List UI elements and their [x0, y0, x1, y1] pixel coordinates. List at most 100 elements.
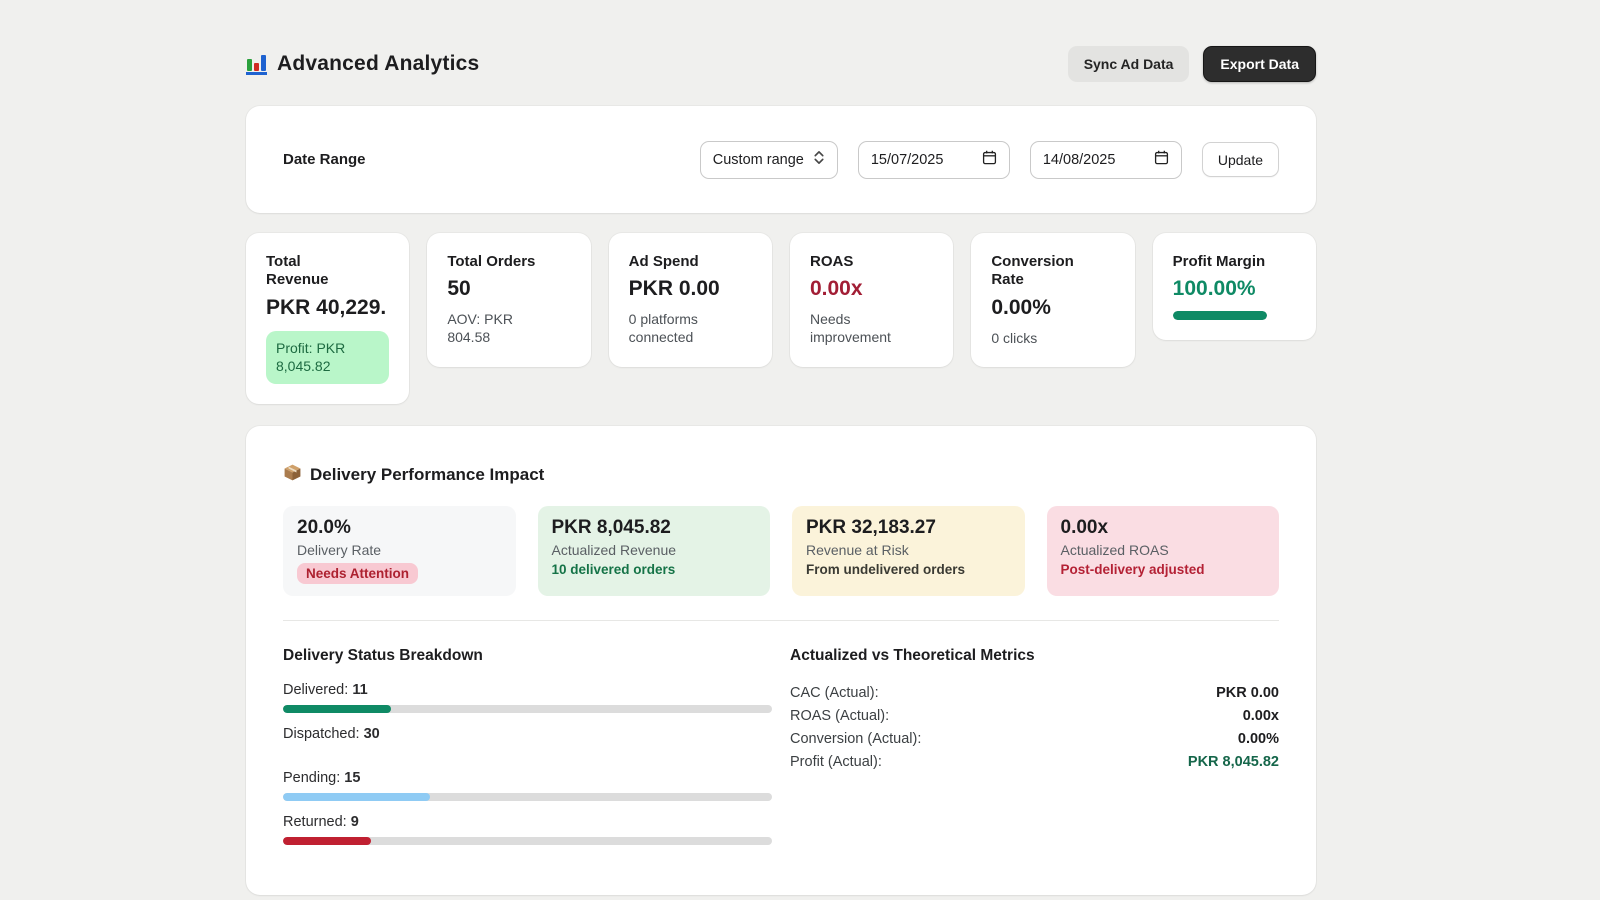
stat-delivery-rate: 20.0% Delivery Rate Needs Attention	[283, 506, 516, 597]
profit-badge: Profit: PKR 8,045.82	[266, 330, 390, 385]
metric-subtext: Needs improvement	[809, 311, 891, 346]
metric-label: Ad Spend	[628, 253, 699, 270]
metric-subtext: AOV: PKR 804.58	[447, 311, 513, 346]
metric-row-label: Conversion (Actual):	[790, 731, 922, 748]
metric-row-value: 0.00x	[1242, 708, 1279, 725]
top-actions: Sync Ad Data Export Data	[1067, 46, 1316, 82]
metric-label: Total Revenue	[266, 253, 329, 289]
metric-card-conversion-rate: Conversion Rate 0.00% 0 clicks	[971, 233, 1135, 367]
metric-row-cac: CAC (Actual): PKR 0.00	[790, 682, 1279, 705]
delivery-section-title-text: Delivery Performance Impact	[310, 465, 545, 485]
stat-value: 20.0%	[297, 517, 351, 539]
metric-row-profit: Profit (Actual): PKR 8,045.82	[790, 751, 1279, 774]
page-container: Advanced Analytics Sync Ad Data Export D…	[246, 0, 1316, 896]
breakdown-bar-fill	[283, 705, 391, 714]
metric-value: 0.00x	[809, 277, 863, 301]
breakdown-item-delivered: Delivered: 11	[283, 682, 772, 714]
breakdown-bar-fill	[283, 837, 372, 846]
metric-label: Total Orders	[447, 253, 536, 270]
stat-label: Delivery Rate	[297, 542, 382, 559]
breakdown-count: 11	[352, 682, 368, 699]
breakdown-label: Returned:	[283, 814, 347, 831]
divider	[283, 620, 1279, 622]
metric-row-value: PKR 8,045.82	[1187, 754, 1279, 771]
stat-label: Actualized Revenue	[551, 542, 677, 559]
stat-value: 0.00x	[1060, 517, 1109, 539]
metric-row-value: PKR 0.00	[1216, 685, 1279, 702]
delivery-performance-card: Delivery Performance Impact 20.0% Delive…	[246, 426, 1316, 896]
stat-label: Revenue at Risk	[806, 542, 909, 559]
bar-chart-logo-icon	[246, 54, 267, 75]
metric-label: Conversion Rate	[991, 253, 1074, 289]
stat-revenue-at-risk: PKR 32,183.27 Revenue at Risk From undel…	[792, 506, 1025, 597]
calendar-icon[interactable]	[982, 150, 997, 169]
breakdown-count: 15	[344, 770, 361, 787]
export-data-button[interactable]: Export Data	[1203, 46, 1316, 82]
breakdown-label: Delivered:	[283, 682, 349, 699]
metric-cards-row: Total Revenue PKR 40,229. Profit: PKR 8,…	[246, 233, 1316, 405]
metric-subtext: 0 platforms connected	[628, 311, 698, 346]
start-date-input[interactable]: 15/07/2025	[857, 140, 1010, 179]
date-range-controls: Custom range 15/07/2025 14/08/2025 Updat…	[699, 140, 1279, 179]
breakdown-bar-track	[283, 705, 772, 714]
metric-label: Profit Margin	[1172, 253, 1266, 270]
metric-card-ad-spend: Ad Spend PKR 0.00 0 platforms connected	[608, 233, 772, 367]
metric-row-conversion: Conversion (Actual): 0.00%	[790, 728, 1279, 751]
stat-label: Actualized ROAS	[1060, 542, 1169, 559]
stat-actualized-revenue: PKR 8,045.82 Actualized Revenue 10 deliv…	[537, 506, 770, 597]
metric-value: 50	[447, 277, 471, 301]
breakdown-label: Dispatched:	[283, 726, 360, 743]
metric-card-total-orders: Total Orders 50 AOV: PKR 804.58	[427, 233, 591, 367]
breakdown-bar-track	[283, 793, 772, 802]
delivery-detail-columns: Delivery Status Breakdown Delivered: 11 …	[283, 647, 1279, 858]
page-title: Advanced Analytics	[277, 52, 480, 75]
profit-margin-progress-fill	[1172, 311, 1267, 321]
metric-card-roas: ROAS 0.00x Needs improvement	[789, 233, 954, 367]
calendar-icon[interactable]	[1154, 150, 1169, 169]
stat-note: 10 delivered orders	[551, 562, 676, 578]
metric-row-label: Profit (Actual):	[790, 754, 882, 771]
update-button[interactable]: Update	[1201, 142, 1279, 177]
delivery-stats-row: 20.0% Delivery Rate Needs Attention PKR …	[283, 506, 1279, 597]
profit-margin-progress-track	[1172, 311, 1267, 321]
metric-value: PKR 40,229.	[266, 295, 387, 319]
metric-row-label: CAC (Actual):	[790, 685, 879, 702]
select-chevrons-icon	[813, 150, 825, 169]
breakdown-item-dispatched: Dispatched: 30	[283, 726, 772, 757]
date-preset-select[interactable]: Custom range	[699, 140, 838, 179]
date-preset-selected-value: Custom range	[712, 151, 804, 168]
end-date-input[interactable]: 14/08/2025	[1029, 140, 1182, 179]
metrics-title: Actualized vs Theoretical Metrics	[790, 647, 1035, 665]
metric-value: 0.00%	[991, 295, 1051, 319]
stat-value: PKR 32,183.27	[806, 517, 936, 539]
package-icon	[283, 463, 302, 487]
date-range-label: Date Range	[283, 151, 366, 168]
breakdown-item-returned: Returned: 9	[283, 814, 772, 846]
breakdown-bar-track	[283, 837, 772, 846]
sync-ad-data-button[interactable]: Sync Ad Data	[1067, 46, 1190, 82]
stat-actualized-roas: 0.00x Actualized ROAS Post-delivery adju…	[1046, 506, 1279, 597]
delivery-section-title: Delivery Performance Impact	[283, 463, 1279, 487]
metric-row-value: 0.00%	[1237, 731, 1279, 748]
metric-subtext: 0 clicks	[991, 329, 1038, 346]
metric-row-label: ROAS (Actual):	[790, 708, 890, 725]
metric-card-profit-margin: Profit Margin 100.00%	[1152, 233, 1316, 341]
breakdown-count: 30	[363, 726, 380, 743]
breakdown-item-pending: Pending: 15	[283, 770, 772, 802]
stat-note: Post-delivery adjusted	[1060, 562, 1205, 578]
end-date-value: 14/08/2025	[1042, 151, 1116, 168]
metric-card-total-revenue: Total Revenue PKR 40,229. Profit: PKR 8,…	[246, 233, 410, 405]
metric-label: ROAS	[809, 253, 854, 270]
breakdown-count: 9	[350, 814, 359, 831]
date-range-card: Date Range Custom range 15/07/2025 14/08…	[246, 106, 1316, 213]
stat-note: From undelivered orders	[806, 562, 966, 578]
actualized-vs-theoretical-metrics: Actualized vs Theoretical Metrics CAC (A…	[790, 647, 1279, 858]
breakdown-bar-fill	[283, 793, 430, 802]
start-date-value: 15/07/2025	[870, 151, 944, 168]
brand: Advanced Analytics	[246, 52, 479, 76]
stat-value: PKR 8,045.82	[551, 517, 671, 539]
breakdown-title: Delivery Status Breakdown	[283, 647, 483, 665]
delivery-status-breakdown: Delivery Status Breakdown Delivered: 11 …	[283, 647, 772, 858]
metric-value: PKR 0.00	[628, 277, 720, 301]
metric-value: 100.00%	[1172, 277, 1256, 301]
